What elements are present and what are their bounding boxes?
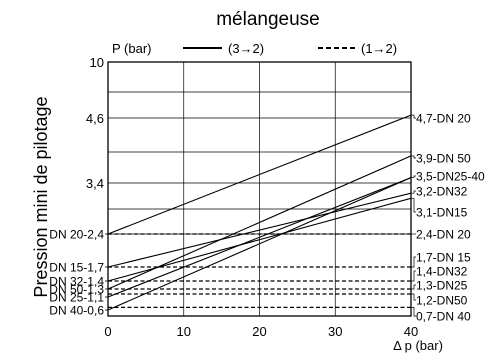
plot-frame [107, 61, 412, 317]
x-tick-label: 40 [404, 324, 418, 339]
end-label: 0,7-DN 40 [416, 310, 471, 324]
end-label: 4,7-DN 20 [416, 112, 471, 126]
x-axis-label: Δ p (bar) [393, 338, 443, 353]
end-label: 1,7-DN 15 [416, 251, 471, 265]
end-label-leader [411, 190, 416, 194]
end-label-leader [411, 284, 416, 290]
y-axis-label: Pression mini de pilotage [31, 96, 51, 297]
x-tick-labels: 0 10 20 30 40 [104, 324, 418, 339]
end-label: 3,2-DN32 [416, 185, 468, 199]
end-label: 2,4-DN 20 [416, 228, 471, 242]
chart-title: mélangeuse [216, 9, 320, 30]
y-unit-label: P (bar) [112, 41, 152, 56]
end-label: 1,4-DN32 [416, 265, 468, 279]
solid-series-line [107, 192, 412, 268]
x-tick-label: 20 [252, 324, 266, 339]
end-label-leader [411, 155, 416, 159]
legend-label: (3→2) [228, 41, 264, 56]
start-label: DN 20-2,4 [49, 228, 104, 242]
start-label: DN 50-1,3 [49, 283, 104, 297]
end-label-leader [411, 175, 416, 178]
start-labels: DN 20-2,4 DN 15-1,7DN 32-1,4DN 50-1,3DN 2… [49, 228, 108, 318]
end-labels: 4,7-DN 20 3,2-DN32 3,1-DN15 3,9-DN 50 3,5-DN… [411, 112, 485, 324]
grid [108, 62, 411, 316]
series-lines [107, 114, 412, 311]
end-label-leader [411, 270, 416, 282]
x-tick-label: 10 [177, 324, 191, 339]
solid-series-line [107, 155, 412, 290]
end-label-leader [411, 307, 416, 317]
start-label: DN 40-0,6 [49, 304, 104, 318]
start-label: DN 25-1,1 [49, 291, 104, 305]
y-tick-labels: 10 4,6 3,4 [86, 55, 104, 191]
end-label-leader [411, 293, 416, 301]
end-label: 1,3-DN25 [416, 279, 468, 293]
end-label-leader [411, 256, 416, 268]
start-label: DN 32-1,4 [49, 275, 104, 289]
end-label: 3,1-DN15 [416, 206, 468, 220]
legend: (3→2) (1→2) [183, 41, 397, 56]
x-tick-label: 30 [328, 324, 342, 339]
solid-series-line [107, 177, 412, 311]
legend-label: (1→2) [361, 41, 397, 56]
end-label-leader [411, 114, 416, 119]
end-label: 1,2-DN50 [416, 294, 468, 308]
y-tick-label: 10 [90, 55, 104, 70]
x-tick-label: 0 [104, 324, 111, 339]
y-tick-label: 4,6 [86, 111, 104, 126]
y-tick-label: 3,4 [86, 176, 104, 191]
end-label: 3,9-DN 50 [416, 152, 471, 166]
solid-series-line [107, 177, 412, 298]
start-label: DN 15-1,7 [49, 261, 104, 275]
solid-series-line [107, 114, 412, 235]
end-label: 3,5-DN25-40 [416, 170, 485, 184]
end-label-leader [411, 197, 416, 213]
